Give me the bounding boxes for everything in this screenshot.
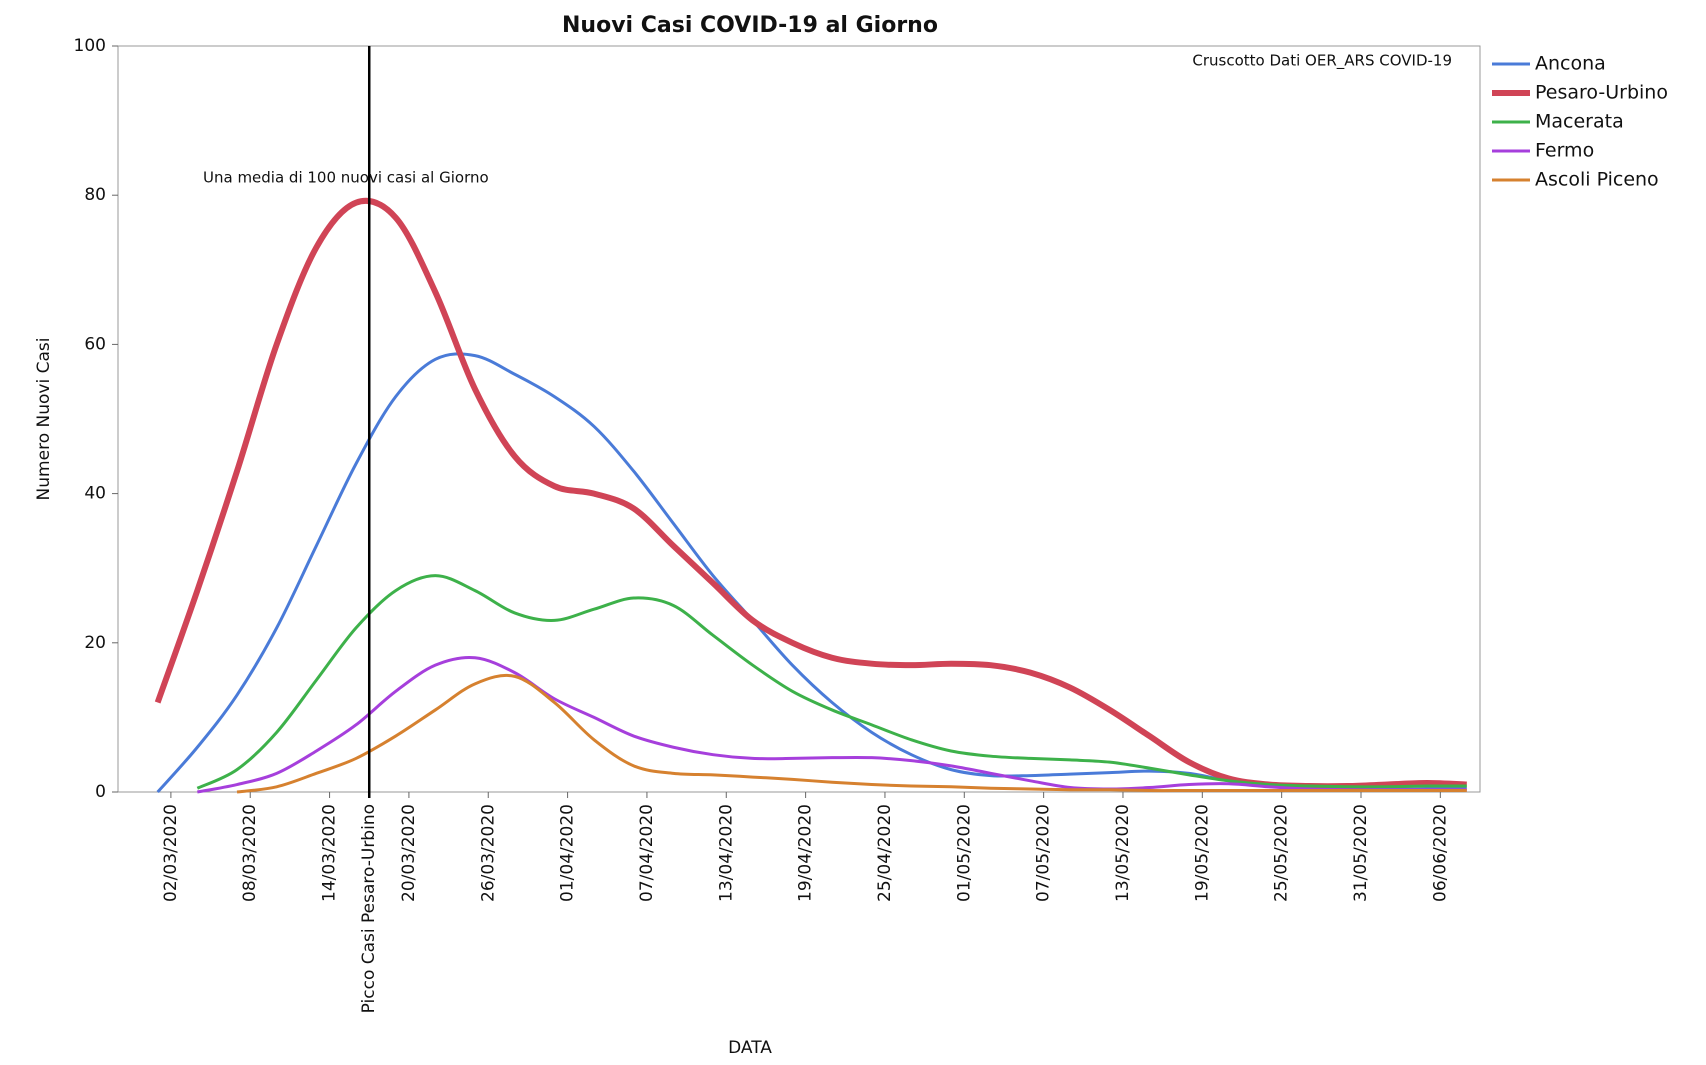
- y-tick-label: 100: [74, 36, 106, 56]
- y-tick-label: 80: [84, 185, 106, 205]
- x-tick-label: 02/03/2020: [161, 804, 181, 902]
- reference-line-label: Picco Casi Pesaro-Urbino: [359, 804, 379, 1013]
- x-tick-label: 26/03/2020: [478, 804, 498, 902]
- x-tick-label: 19/05/2020: [1192, 804, 1212, 902]
- series-line: [154, 197, 1467, 790]
- y-tick-label: 60: [84, 334, 106, 354]
- y-axis-label: Numero Nuovi Casi: [34, 338, 54, 501]
- y-tick-label: 0: [95, 782, 106, 802]
- y-tick-label: 40: [84, 484, 106, 504]
- x-tick-label: 01/05/2020: [954, 804, 974, 902]
- legend-label: Pesaro-Urbino: [1535, 82, 1668, 104]
- x-tick-label: 25/05/2020: [1272, 804, 1292, 902]
- legend-label: Ascoli Piceno: [1535, 169, 1659, 191]
- legend-label: Fermo: [1535, 140, 1594, 162]
- x-tick-label: 07/05/2020: [1034, 804, 1054, 902]
- legend-label: Macerata: [1535, 111, 1624, 133]
- x-tick-label: 01/04/2020: [558, 804, 578, 902]
- x-tick-label: 31/05/2020: [1351, 804, 1371, 902]
- x-tick-label: 25/04/2020: [875, 804, 895, 902]
- x-tick-label: 14/03/2020: [320, 804, 340, 902]
- legend-label: Ancona: [1535, 53, 1606, 75]
- x-tick-label: 13/05/2020: [1113, 804, 1133, 902]
- x-tick-label: 13/04/2020: [716, 804, 736, 902]
- series-line: [196, 574, 1467, 790]
- series-line: [197, 655, 1467, 794]
- x-tick-label: 06/06/2020: [1430, 804, 1450, 902]
- x-tick-label: 07/04/2020: [637, 804, 657, 902]
- x-tick-label: 08/03/2020: [240, 804, 260, 902]
- y-tick-label: 20: [84, 633, 106, 653]
- annotation: Una media di 100 nuovi casi al Giorno: [203, 169, 489, 187]
- x-axis-label: DATA: [728, 1038, 772, 1058]
- chart-title: Nuovi Casi COVID-19 al Giorno: [562, 13, 938, 38]
- annotation: Cruscotto Dati OER_ARS COVID-19: [1192, 52, 1452, 71]
- x-tick-label: 19/04/2020: [796, 804, 816, 902]
- series-line: [236, 673, 1467, 794]
- plot-frame: [117, 45, 1481, 793]
- x-tick-label: 20/03/2020: [399, 804, 419, 902]
